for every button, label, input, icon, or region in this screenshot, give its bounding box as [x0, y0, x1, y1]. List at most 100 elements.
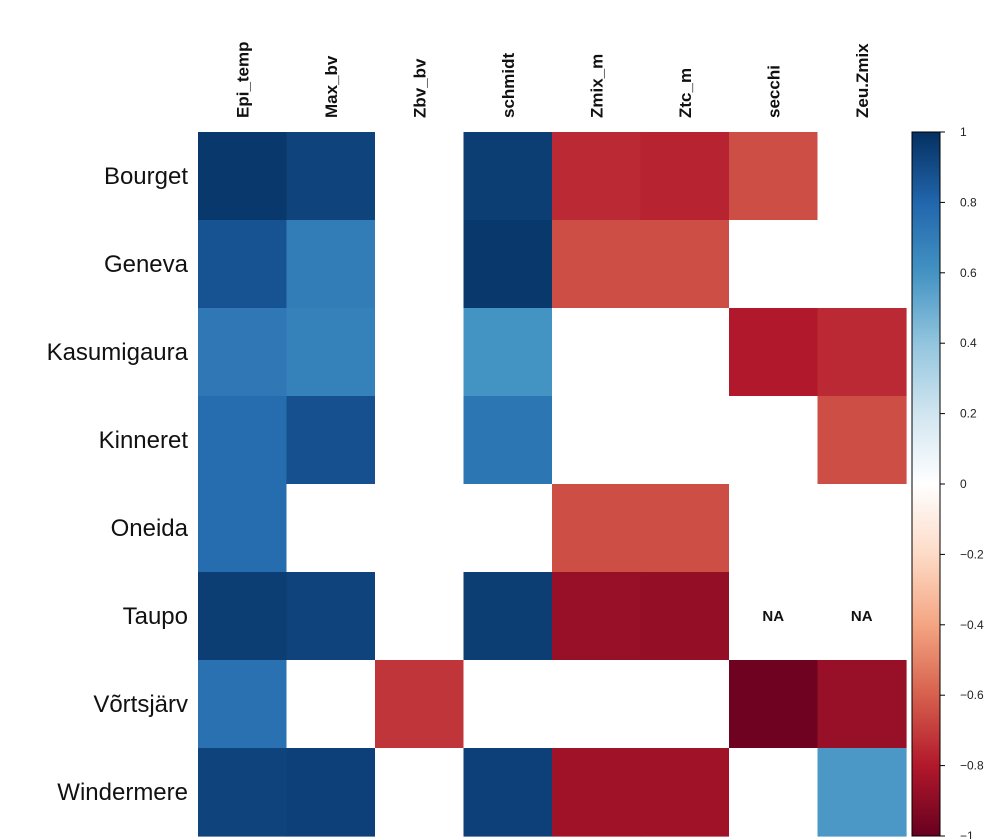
column-label-1: Max_bv	[322, 55, 341, 118]
heatmap-cell-geneva-max-bv	[286, 220, 376, 309]
column-label-6: secchi	[764, 65, 783, 118]
colorbar-tick-label: 0.8	[960, 195, 977, 209]
heatmap-cells	[198, 132, 907, 837]
colorbar-gradient	[911, 131, 941, 837]
heatmap-cell-taupo-secchi	[729, 572, 819, 661]
heatmap-cell-bourget-secchi	[729, 132, 819, 221]
column-label-7: Zeu.Zmix	[853, 43, 872, 118]
heatmap-cell-taupo-ztc-m	[640, 572, 730, 661]
heatmap-cell-võrtsjärv-schmidt	[463, 660, 553, 749]
row-label-6: Võrtsjärv	[93, 691, 188, 718]
heatmap-cell-kasumigaura-max-bv	[286, 308, 376, 397]
colorbar-tick-label: −0.4	[960, 618, 984, 632]
heatmap-cell-oneida-zeu-zmix	[817, 484, 907, 573]
heatmap-cell-oneida-epi-temp	[198, 484, 288, 573]
heatmap-cell-geneva-epi-temp	[198, 220, 288, 309]
heatmap-cell-võrtsjärv-zeu-zmix	[817, 660, 907, 749]
colorbar-ticks: 1 0.8 0.6 0.4 0.2 0 −0.2 −0.4 −0.6 −0.8 −1	[940, 125, 984, 839]
row-label-7: Windermere	[57, 779, 188, 806]
heatmap-cell-windermere-max-bv	[286, 748, 376, 837]
heatmap-cell-võrtsjärv-max-bv	[286, 660, 376, 749]
heatmap-cell-bourget-epi-temp	[198, 132, 288, 221]
heatmap-cell-kasumigaura-schmidt	[463, 308, 553, 397]
heatmap-cell-geneva-zeu-zmix	[817, 220, 907, 309]
heatmap-cell-bourget-zeu-zmix	[817, 132, 907, 221]
row-label-1: Geneva	[104, 251, 189, 278]
heatmap-cell-kinneret-ztc-m	[640, 396, 730, 485]
heatmap-cell-võrtsjärv-ztc-m	[640, 660, 730, 749]
heatmap-cell-taupo-epi-temp	[198, 572, 288, 661]
heatmap-cell-bourget-zmix-m	[552, 132, 642, 221]
column-label-2: Zbv_bv	[410, 58, 429, 118]
heatmap-cell-bourget-zbv-bv	[375, 132, 465, 221]
column-label-4: Zmix_m	[587, 54, 606, 118]
row-label-5: Taupo	[123, 603, 188, 630]
colorbar-tick-label: 0	[960, 477, 967, 491]
colorbar-tick-label: 0.4	[960, 336, 977, 350]
heatmap-cell-windermere-zmix-m	[552, 748, 642, 837]
heatmap-cell-kasumigaura-secchi	[729, 308, 819, 397]
heatmap-cell-windermere-zbv-bv	[375, 748, 465, 837]
heatmap-cell-oneida-zbv-bv	[375, 484, 465, 573]
heatmap-cell-võrtsjärv-zmix-m	[552, 660, 642, 749]
heatmap-cell-taupo-schmidt	[463, 572, 553, 661]
heatmap-cell-windermere-schmidt	[463, 748, 553, 837]
column-label-0: Epi_temp	[233, 41, 252, 118]
colorbar-tick-label: −1	[960, 829, 974, 839]
heatmap-cell-kinneret-schmidt	[463, 396, 553, 485]
heatmap-cell-oneida-schmidt	[463, 484, 553, 573]
row-label-0: Bourget	[104, 163, 188, 190]
heatmap-cell-windermere-secchi	[729, 748, 819, 837]
column-labels: Epi_temp Max_bv Zbv_bv schmidt Zmix_m Ztc_m se…	[233, 41, 872, 118]
heatmap-cell-oneida-ztc-m	[640, 484, 730, 573]
heatmap-cell-võrtsjärv-zbv-bv	[375, 660, 465, 749]
na-labels: NA NA	[762, 608, 872, 625]
heatmap-cell-kasumigaura-zbv-bv	[375, 308, 465, 397]
heatmap-cell-taupo-zbv-bv	[375, 572, 465, 661]
heatmap-cell-bourget-schmidt	[463, 132, 553, 221]
row-label-3: Kinneret	[99, 427, 189, 454]
row-label-4: Oneida	[111, 515, 189, 542]
heatmap-cell-geneva-ztc-m	[640, 220, 730, 309]
row-labels: Bourget Geneva Kasumigaura Kinneret Oneida Ta…	[47, 163, 189, 806]
colorbar-tick-label: 0.2	[960, 407, 977, 421]
heatmap-cell-oneida-zmix-m	[552, 484, 642, 573]
heatmap-cell-kasumigaura-zeu-zmix	[817, 308, 907, 397]
heatmap-cell-võrtsjärv-secchi	[729, 660, 819, 749]
heatmap-cell-taupo-zeu-zmix	[817, 572, 907, 661]
heatmap-cell-taupo-zmix-m	[552, 572, 642, 661]
heatmap-cell-windermere-ztc-m	[640, 748, 730, 837]
heatmap-cell-oneida-max-bv	[286, 484, 376, 573]
heatmap-cell-kasumigaura-ztc-m	[640, 308, 730, 397]
heatmap-cell-kinneret-secchi	[729, 396, 819, 485]
heatmap-cell-geneva-zmix-m	[552, 220, 642, 309]
column-label-3: schmidt	[499, 52, 518, 118]
heatmap-cell-geneva-schmidt	[463, 220, 553, 309]
heatmap-cell-windermere-zeu-zmix	[817, 748, 907, 837]
row-label-2: Kasumigaura	[47, 339, 189, 366]
colorbar-tick-label: 1	[960, 125, 967, 139]
heatmap-cell-bourget-max-bv	[286, 132, 376, 221]
heatmap-cell-kasumigaura-epi-temp	[198, 308, 288, 397]
colorbar-tick-label: −0.6	[960, 688, 984, 702]
heatmap-cell-kinneret-max-bv	[286, 396, 376, 485]
heatmap-cell-windermere-epi-temp	[198, 748, 288, 837]
heatmap-cell-geneva-secchi	[729, 220, 819, 309]
heatmap-cell-kinneret-epi-temp	[198, 396, 288, 485]
heatmap-cell-taupo-max-bv	[286, 572, 376, 661]
heatmap-cell-oneida-secchi	[729, 484, 819, 573]
colorbar: 1 0.8 0.6 0.4 0.2 0 −0.2 −0.4 −0.6 −0.8 −1	[911, 125, 984, 839]
colorbar-tick-label: 0.6	[960, 266, 977, 280]
heatmap-cell-võrtsjärv-epi-temp	[198, 660, 288, 749]
heatmap-cell-kasumigaura-zmix-m	[552, 308, 642, 397]
heatmap-cell-bourget-ztc-m	[640, 132, 730, 221]
heatmap-cell-kinneret-zmix-m	[552, 396, 642, 485]
na-label: NA	[851, 608, 873, 625]
heatmap-cell-geneva-zbv-bv	[375, 220, 465, 309]
column-label-5: Ztc_m	[676, 68, 695, 118]
heatmap-cell-kinneret-zeu-zmix	[817, 396, 907, 485]
heatmap-cell-kinneret-zbv-bv	[375, 396, 465, 485]
colorbar-tick-label: −0.8	[960, 759, 984, 773]
na-label: NA	[762, 608, 784, 625]
